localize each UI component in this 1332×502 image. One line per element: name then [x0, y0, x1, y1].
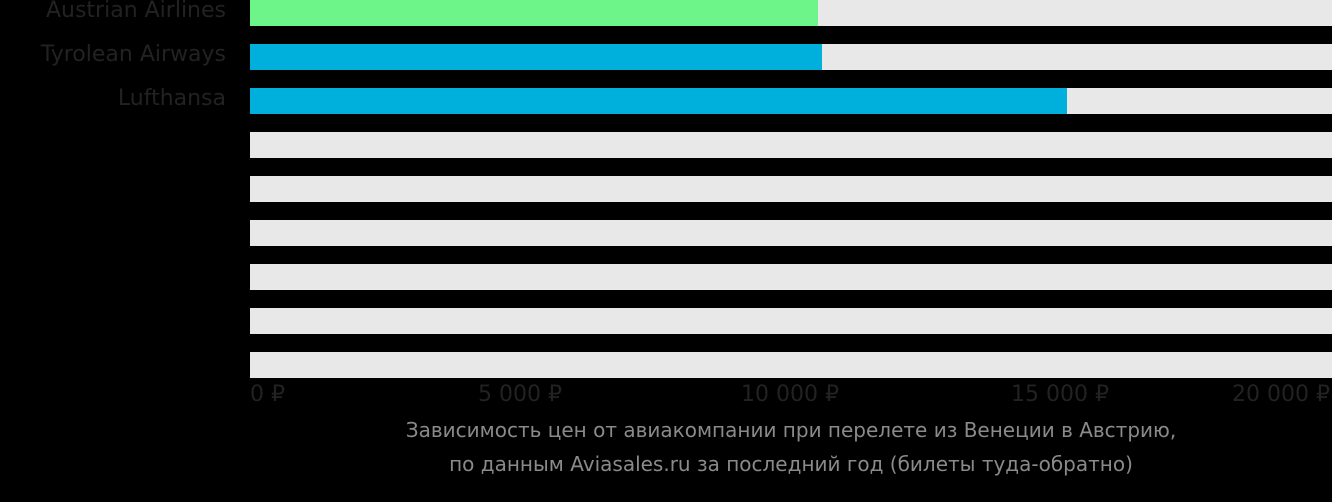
chart-row	[0, 264, 1332, 290]
bar-track	[250, 308, 1332, 334]
chart-row	[0, 352, 1332, 378]
x-tick-label: 5 000 ₽	[478, 382, 562, 407]
chart-caption-line2: по данным Aviasales.ru за последний год …	[449, 452, 1133, 476]
bar-track	[250, 352, 1332, 378]
bar-track	[250, 176, 1332, 202]
bar[interactable]	[250, 88, 1067, 114]
category-label: Austrian Airlines	[45, 0, 226, 23]
chart-row	[0, 308, 1332, 334]
x-tick-label: 10 000 ₽	[741, 382, 839, 407]
chart-row: Lufthansa	[0, 86, 1332, 114]
bar-track	[250, 264, 1332, 290]
x-tick-label: 0 ₽	[250, 382, 285, 407]
chart-row	[0, 220, 1332, 246]
category-label: Tyrolean Airways	[40, 42, 226, 67]
x-tick-label: 20 000 ₽	[1232, 382, 1330, 407]
x-axis: 0 ₽ 5 000 ₽ 10 000 ₽ 15 000 ₽ 20 000 ₽	[0, 380, 1332, 410]
chart-row	[0, 176, 1332, 202]
bar-track	[250, 88, 1332, 114]
bar-track	[250, 220, 1332, 246]
chart-caption-line1: Зависимость цен от авиакомпании при пере…	[405, 418, 1177, 442]
bar[interactable]	[250, 0, 818, 26]
bar-track	[250, 132, 1332, 158]
chart-row	[0, 132, 1332, 158]
bar[interactable]	[250, 44, 822, 70]
bar-track	[250, 44, 1332, 70]
bar-track	[250, 0, 1332, 26]
x-tick-label: 15 000 ₽	[1011, 382, 1109, 407]
chart-row: Austrian Airlines	[0, 0, 1332, 26]
category-label: Lufthansa	[117, 86, 226, 111]
chart-row: Tyrolean Airways	[0, 42, 1332, 70]
